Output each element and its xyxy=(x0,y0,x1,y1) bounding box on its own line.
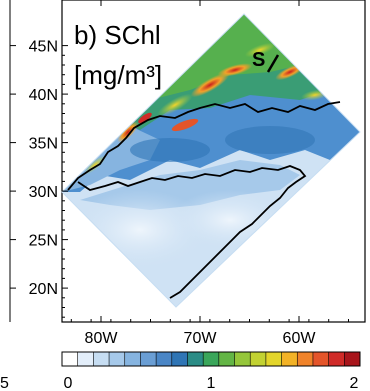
y-tick-label: 45N xyxy=(29,39,58,56)
section-label: S xyxy=(252,49,265,71)
colorbar-swatch xyxy=(218,352,236,366)
x-tick-label: 70W xyxy=(184,330,218,347)
domain-outline xyxy=(61,13,361,308)
colorbar-swatch xyxy=(234,352,251,366)
y-tick-label: 30N xyxy=(29,184,58,201)
contour-south xyxy=(77,165,307,299)
colorbar-swatch xyxy=(203,352,220,366)
colorbar-swatch xyxy=(297,352,314,366)
colorbar-swatch xyxy=(344,352,361,366)
colorbar-swatch xyxy=(328,352,345,366)
colorbar-swatch xyxy=(140,352,157,366)
units-label: [mg/m³] xyxy=(74,60,162,90)
y-tick-label: 25N xyxy=(29,233,58,250)
colorbar-swatch xyxy=(93,352,110,366)
colorbar-swatch xyxy=(312,352,330,366)
x-axis: 80W 70W 60W xyxy=(70,0,349,347)
colorbar-swatch xyxy=(250,352,267,366)
y-tick-label: 20N xyxy=(29,281,58,298)
y-tick-label: 35N xyxy=(29,136,58,153)
colorbar: 0 1 2 xyxy=(61,351,361,391)
colorbar-swatch xyxy=(156,352,173,366)
y-axis: 45N 40N 35N 30N 25N 20N xyxy=(10,39,68,318)
neighbor-tick-label: 5 xyxy=(0,375,9,391)
colorbar-swatch xyxy=(124,352,141,366)
colorbar-swatch xyxy=(281,352,298,366)
colorbar-tick-label: 0 xyxy=(64,375,73,391)
colorbar-swatch xyxy=(77,352,94,366)
colorbar-swatch xyxy=(171,352,188,366)
x-tick-label: 60W xyxy=(283,330,317,347)
panel-label: b) SChl xyxy=(74,20,161,50)
x-tick-label: 80W xyxy=(85,330,119,347)
y-tick-label: 40N xyxy=(29,87,58,104)
colorbar-frame xyxy=(61,351,361,367)
colorbar-tick-label: 2 xyxy=(350,375,359,391)
colorbar-swatch xyxy=(109,352,126,366)
contour-north xyxy=(67,101,341,191)
section-line xyxy=(266,54,280,73)
colorbar-tick-label: 1 xyxy=(207,375,216,391)
colorbar-swatch xyxy=(265,352,283,366)
colorbar-swatch xyxy=(187,352,204,366)
colorbar-swatch xyxy=(62,352,79,366)
